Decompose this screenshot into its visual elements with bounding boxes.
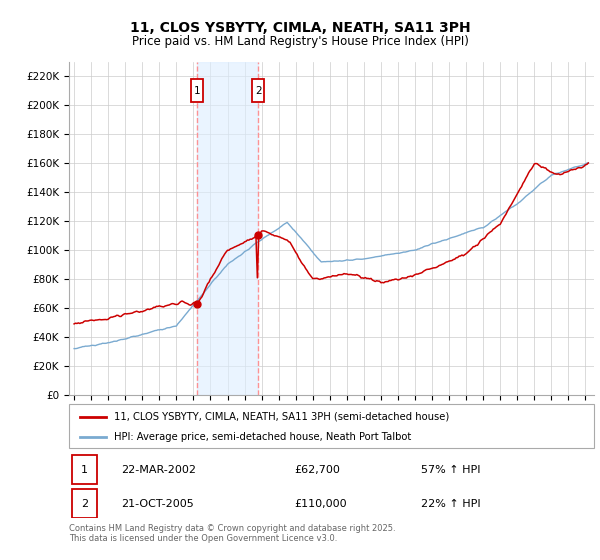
Text: 1: 1 bbox=[81, 465, 88, 475]
Text: 22% ↑ HPI: 22% ↑ HPI bbox=[421, 499, 481, 509]
Text: 22-MAR-2002: 22-MAR-2002 bbox=[121, 465, 197, 475]
Text: 2: 2 bbox=[80, 499, 88, 509]
FancyBboxPatch shape bbox=[191, 79, 203, 102]
Bar bbox=[197, 62, 258, 395]
Text: Price paid vs. HM Land Registry's House Price Index (HPI): Price paid vs. HM Land Registry's House … bbox=[131, 35, 469, 48]
Text: HPI: Average price, semi-detached house, Neath Port Talbot: HPI: Average price, semi-detached house,… bbox=[113, 432, 411, 442]
Text: 21-OCT-2005: 21-OCT-2005 bbox=[121, 499, 194, 509]
Text: 2: 2 bbox=[255, 86, 262, 96]
Text: 1: 1 bbox=[194, 86, 200, 96]
Text: 11, CLOS YSBYTY, CIMLA, NEATH, SA11 3PH: 11, CLOS YSBYTY, CIMLA, NEATH, SA11 3PH bbox=[130, 21, 470, 35]
Text: £62,700: £62,700 bbox=[295, 465, 341, 475]
Text: 11, CLOS YSBYTY, CIMLA, NEATH, SA11 3PH (semi-detached house): 11, CLOS YSBYTY, CIMLA, NEATH, SA11 3PH … bbox=[113, 412, 449, 422]
Text: Contains HM Land Registry data © Crown copyright and database right 2025.
This d: Contains HM Land Registry data © Crown c… bbox=[69, 524, 395, 543]
Text: 57% ↑ HPI: 57% ↑ HPI bbox=[421, 465, 480, 475]
Text: £110,000: £110,000 bbox=[295, 499, 347, 509]
FancyBboxPatch shape bbox=[71, 489, 97, 519]
FancyBboxPatch shape bbox=[252, 79, 264, 102]
FancyBboxPatch shape bbox=[71, 455, 97, 484]
FancyBboxPatch shape bbox=[69, 404, 594, 448]
